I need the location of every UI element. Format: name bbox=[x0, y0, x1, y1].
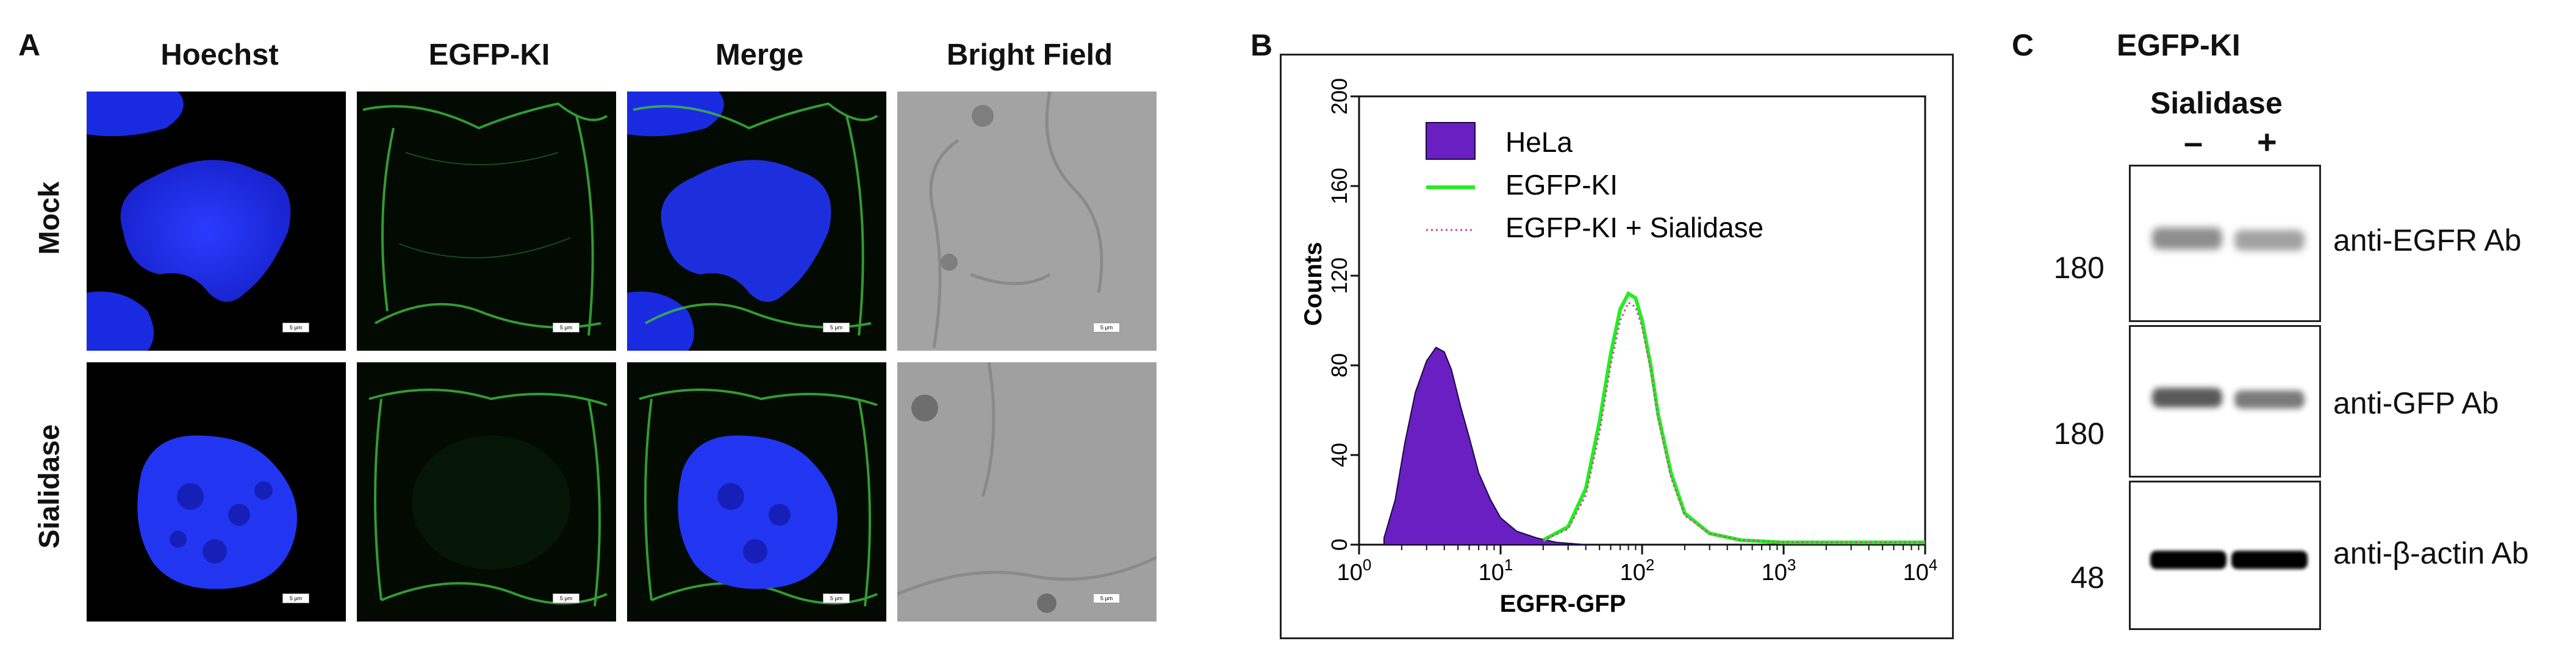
mw-marker-beta-actin: 48 bbox=[2070, 561, 2104, 595]
antibody-label-gfp: anti-GFP Ab bbox=[2333, 386, 2499, 420]
micrograph-mock-bright-field: 5 μm bbox=[897, 91, 1157, 351]
column-title-egfp-ki: EGFP-KI bbox=[428, 38, 550, 71]
micrograph-mock-egfp-ki: 5 μm bbox=[357, 91, 616, 351]
scale-bar: 5 μm bbox=[823, 323, 850, 332]
micrograph-sialidase-egfp-ki: 5 μm bbox=[357, 362, 616, 622]
panel-c-letter: C bbox=[2012, 28, 2034, 62]
scale-bar: 5 μm bbox=[553, 593, 579, 603]
column-title-hoechst: Hoechst bbox=[160, 38, 279, 71]
x-tick-label: 104 bbox=[1903, 556, 1938, 586]
flow-histogram-chart: 0 40 80 120 160 200 100 101 102 103 104 Counts EGF… bbox=[1300, 78, 1938, 617]
scale-bar: 5 μm bbox=[282, 323, 309, 332]
x-tick-label: 100 bbox=[1337, 556, 1372, 586]
series-egfp-ki-line bbox=[1542, 291, 1925, 545]
blot-title: EGFP-KI bbox=[2117, 28, 2241, 62]
antibody-label-egfr: anti-EGFR Ab bbox=[2333, 223, 2522, 257]
x-axis-label: EGFR-GFP bbox=[1500, 590, 1626, 617]
x-tick-label: 101 bbox=[1479, 556, 1513, 586]
scale-bar: 5 μm bbox=[823, 593, 850, 603]
scale-bar: 5 μm bbox=[553, 323, 579, 332]
micrograph-mock-hoechst: 5 μm bbox=[87, 91, 346, 351]
legend-label: HeLa bbox=[1505, 126, 1573, 158]
panel-a-letter: A bbox=[18, 28, 41, 62]
mw-marker-egfr: 180 bbox=[2053, 251, 2104, 285]
treatment-label: Sialidase bbox=[2150, 86, 2283, 120]
legend-label: EGFP-KI bbox=[1505, 169, 1618, 201]
antibody-label-beta-actin: anti-β-actin Ab bbox=[2333, 536, 2529, 570]
y-tick-label: 0 bbox=[1327, 539, 1352, 551]
y-tick-label: 120 bbox=[1327, 257, 1352, 294]
micrograph-sialidase-bright-field: 5 μm bbox=[897, 362, 1157, 622]
column-title-bright-field: Bright Field bbox=[946, 38, 1113, 71]
micrograph-sialidase-merge: 5 μm bbox=[627, 362, 886, 622]
panel-b-letter: B bbox=[1250, 28, 1273, 62]
x-tick-label: 102 bbox=[1620, 556, 1655, 586]
lane-plus-label: + bbox=[2257, 123, 2277, 161]
legend-label: EGFP-KI + Sialidase bbox=[1505, 212, 1763, 243]
micrograph-mock-merge: 5 μm bbox=[627, 91, 886, 351]
blot-gfp bbox=[2129, 325, 2321, 478]
lane-minus-label: – bbox=[2184, 123, 2203, 161]
y-axis-label: Counts bbox=[1300, 242, 1327, 326]
y-tick-label: 160 bbox=[1327, 168, 1352, 204]
y-tick-label: 80 bbox=[1327, 353, 1352, 378]
y-tick-label: 40 bbox=[1327, 443, 1352, 467]
scale-bar: 5 μm bbox=[1093, 593, 1120, 603]
legend-swatch-hela bbox=[1426, 122, 1476, 160]
series-egfp-ki-sialidase-line bbox=[1543, 301, 1925, 543]
column-title-merge: Merge bbox=[715, 38, 804, 71]
y-tick-label: 200 bbox=[1327, 78, 1352, 115]
scale-bar: 5 μm bbox=[282, 593, 309, 603]
series-hela-area bbox=[1383, 346, 1586, 545]
mw-marker-gfp: 180 bbox=[2053, 417, 2104, 451]
row-title-mock: Mock bbox=[32, 181, 65, 255]
blot-egfr bbox=[2129, 165, 2321, 322]
row-title-sialidase: Sialidase bbox=[32, 424, 65, 549]
micrograph-sialidase-hoechst: 5 μm bbox=[87, 362, 346, 622]
flow-cytometry-frame bbox=[1280, 54, 1954, 639]
x-tick-label: 103 bbox=[1762, 556, 1796, 586]
scale-bar: 5 μm bbox=[1093, 323, 1120, 332]
blot-beta-actin bbox=[2129, 481, 2321, 630]
